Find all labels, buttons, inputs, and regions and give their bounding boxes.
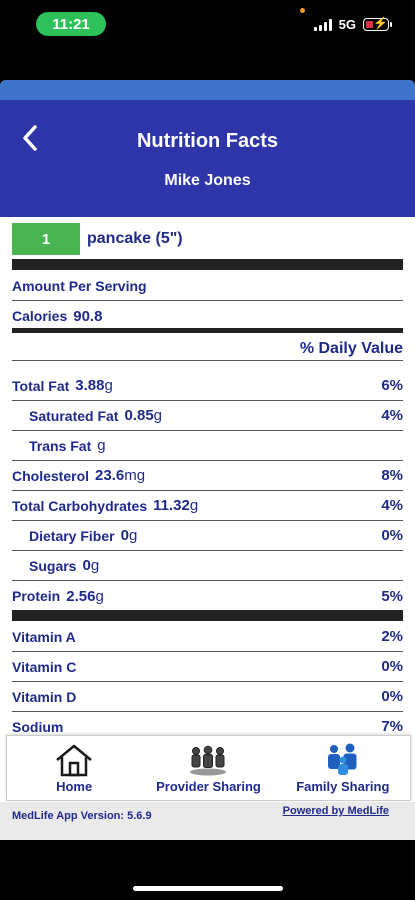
status-bar: 11:21 5G ⚡	[0, 0, 415, 48]
vitamin-percent: 0%	[381, 658, 403, 675]
nutrient-amount: 0g	[82, 557, 100, 574]
powered-by-link[interactable]: Powered by MedLife	[282, 805, 389, 817]
vitamin-label: Sodium	[12, 718, 64, 735]
nutrient-amount: 11.32g	[153, 497, 199, 514]
nutrient-row: Total Fat 3.88g 6%	[12, 371, 403, 401]
vitamin-row: Sodium 7%	[12, 712, 403, 737]
vitamin-row: Vitamin C 0%	[12, 652, 403, 682]
nutrient-row: Trans Fat g	[12, 431, 403, 461]
header: Nutrition Facts Mike Jones	[0, 80, 415, 217]
vitamin-percent: 0%	[381, 688, 403, 705]
divider-medium	[12, 328, 403, 333]
serving-row: 1 pancake (5")	[12, 223, 183, 255]
tab-home[interactable]: Home	[9, 736, 139, 800]
home-icon	[56, 744, 92, 777]
status-time: 11:21	[36, 12, 106, 36]
nutrient-amount: 0g	[120, 527, 138, 544]
nutrient-label: Cholesterol	[12, 467, 90, 484]
signal-icon	[313, 18, 332, 31]
app-version: MedLife App Version: 5.6.9	[12, 810, 152, 822]
calories-label: Calories	[12, 308, 68, 324]
daily-value-heading: % Daily Value	[299, 340, 403, 357]
tab-provider-sharing-label: Provider Sharing	[156, 779, 261, 794]
nutrient-label: Trans Fat	[29, 437, 92, 454]
back-button[interactable]	[20, 124, 40, 158]
group-icon	[190, 745, 227, 776]
tab-family-sharing-label: Family Sharing	[296, 779, 390, 794]
vitamin-label: Vitamin C	[12, 658, 77, 675]
status-icons: 5G ⚡	[313, 16, 392, 32]
battery-icon: ⚡	[363, 16, 392, 31]
calories-value: 90.8	[73, 307, 103, 325]
calories-row: Calories 90.8	[12, 301, 403, 331]
vitamin-label: Vitamin A	[12, 628, 76, 645]
nutrient-amount: 23.6mg	[95, 467, 146, 484]
tab-family-sharing[interactable]: Family Sharing	[278, 736, 408, 800]
user-name: Mike Jones	[164, 172, 251, 189]
footer: MedLife App Version: 5.6.9 Powered by Me…	[0, 802, 415, 840]
nutrient-row: Dietary Fiber 0g 0%	[12, 521, 403, 551]
vitamin-row: Vitamin A 2%	[12, 622, 403, 652]
nutrient-percent: 0%	[381, 527, 403, 544]
amount-per-serving: Amount Per Serving	[12, 271, 403, 301]
family-icon	[327, 743, 357, 775]
divider-thick	[12, 259, 403, 270]
nutrient-percent: 4%	[381, 497, 403, 514]
divider-thick	[12, 610, 403, 621]
privacy-indicator-dot	[300, 8, 305, 13]
nutrient-percent: 8%	[381, 467, 403, 484]
nutrient-amount: 0.85g	[124, 407, 163, 424]
bottom-tab-bar: Home Provider Sharing Family Sharing	[6, 735, 411, 801]
nutrition-panel[interactable]: 1 pancake (5") Amount Per Serving Calori…	[0, 217, 415, 737]
vitamin-percent: 2%	[381, 628, 403, 645]
daily-value-underline	[12, 350, 403, 361]
nutrient-label: Total Carbohydrates	[12, 497, 148, 514]
nutrient-row: Saturated Fat 0.85g 4%	[12, 401, 403, 431]
app-window: Nutrition Facts Mike Jones 1 pancake (5"…	[0, 80, 415, 840]
nutrient-percent: 5%	[381, 587, 403, 605]
nutrient-label: Protein	[12, 588, 61, 604]
serving-quantity-input[interactable]: 1	[12, 223, 80, 255]
nutrient-percent: 4%	[381, 407, 403, 424]
vitamin-row: Vitamin D 0%	[12, 682, 403, 712]
nutrient-row: Sugars 0g	[12, 551, 403, 581]
nutrient-label: Saturated Fat	[29, 407, 119, 424]
vitamin-percent: 7%	[381, 718, 403, 735]
nutrient-label: Total Fat	[12, 377, 70, 394]
nutrient-label: Dietary Fiber	[29, 527, 115, 544]
home-indicator[interactable]	[133, 886, 283, 891]
chevron-left-icon	[23, 125, 37, 151]
network-label: 5G	[338, 17, 356, 32]
header-accent-stripe	[0, 80, 415, 100]
page-title: Nutrition Facts	[136, 130, 279, 152]
nutrient-row: Cholesterol 23.6mg 8%	[12, 461, 403, 491]
nutrient-percent: 6%	[381, 377, 403, 394]
serving-unit-label: pancake (5")	[87, 230, 183, 247]
tab-home-label: Home	[56, 779, 93, 794]
nutrient-label: Sugars	[29, 557, 77, 574]
amount-per-serving-label: Amount Per Serving	[12, 277, 147, 294]
nutrient-amount: g	[97, 437, 106, 454]
nutrient-amount: 2.56g	[66, 587, 104, 605]
tab-provider-sharing[interactable]: Provider Sharing	[143, 736, 273, 800]
nutrient-amount: 3.88g	[75, 377, 113, 394]
vitamin-label: Vitamin D	[12, 688, 77, 705]
nutrient-row: Protein 2.56g 5%	[12, 581, 403, 611]
nutrient-row: Total Carbohydrates 11.32g 4%	[12, 491, 403, 521]
